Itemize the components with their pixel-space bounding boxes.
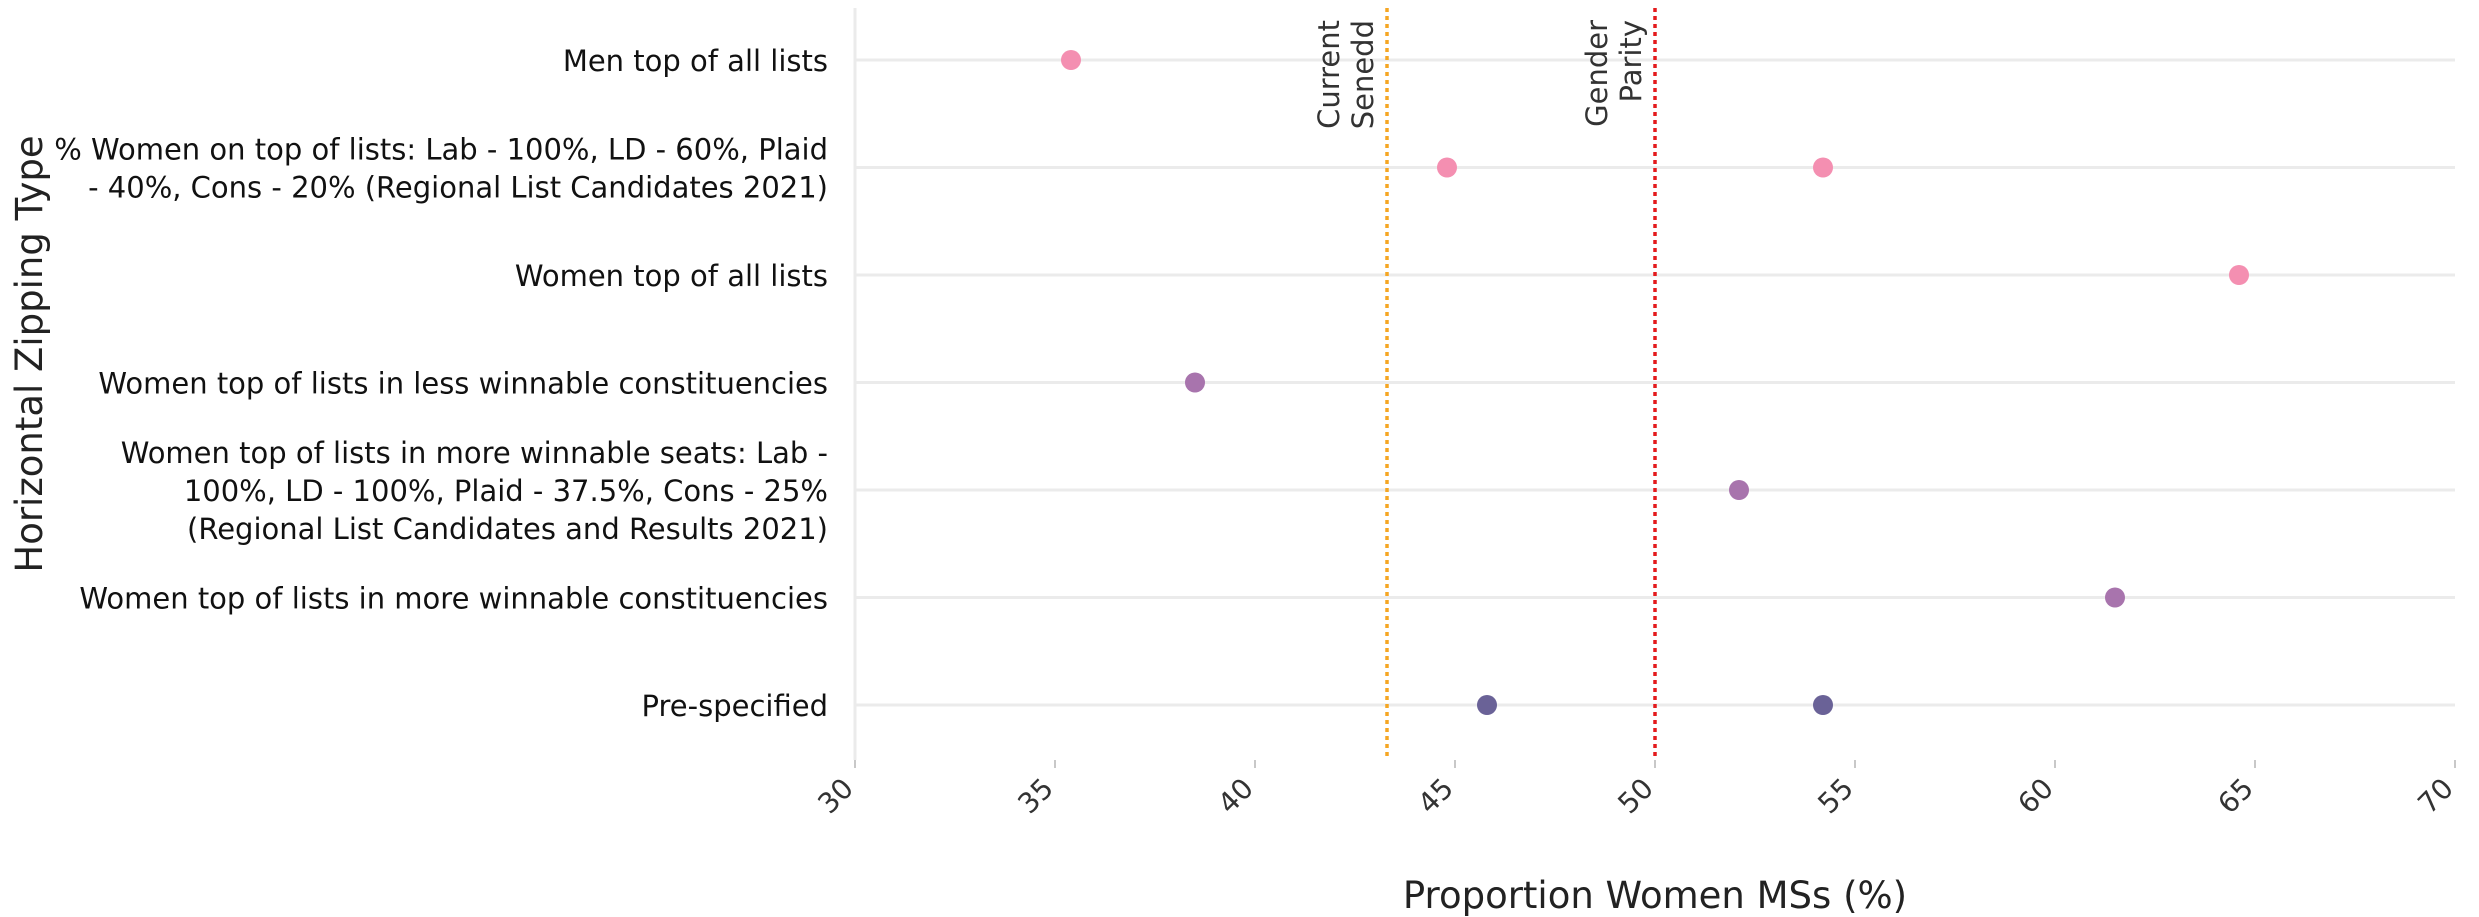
reference-lines: CurrentSenedd GenderParity <box>1312 8 1657 760</box>
category-label: Women top of all lists <box>515 259 828 293</box>
x-tick-label: 70 <box>2411 772 2460 821</box>
data-point <box>1477 695 1497 715</box>
category-label: Women top of lists in more winnable seat… <box>121 436 828 546</box>
x-tick-label: 45 <box>1411 772 1460 821</box>
category-label: Men top of all lists <box>563 44 828 78</box>
reference-line-label-line: Senedd <box>1346 20 1380 129</box>
x-tick-label: 35 <box>1011 772 1060 821</box>
x-tick-label: 55 <box>1811 772 1860 821</box>
y-axis-title: Horizontal Zipping Type <box>8 135 51 572</box>
data-point <box>1437 157 1457 178</box>
data-point <box>2105 587 2125 608</box>
category-label-line: Women top of lists in less winnable cons… <box>98 367 828 401</box>
reference-line-label: GenderParity <box>1580 20 1648 127</box>
category-label: Pre-specified <box>642 689 828 723</box>
category-labels: Men top of all lists % Women on top of li… <box>54 44 828 723</box>
x-tick-labels: 30 35 40 45 50 55 60 65 70 <box>811 760 2460 820</box>
x-axis-title: Proportion Women MSs (%) <box>1403 874 1907 917</box>
category-label-line: - 40%, Cons - 20% (Regional List Candida… <box>88 171 828 205</box>
reference-line-label: CurrentSenedd <box>1312 20 1380 129</box>
data-point <box>1813 695 1833 715</box>
category-label: % Women on top of lists: Lab - 100%, LD … <box>54 133 828 205</box>
data-point <box>1185 372 1205 393</box>
category-label: Women top of lists in less winnable cons… <box>98 367 828 401</box>
category-label-line: Pre-specified <box>642 689 828 723</box>
category-label-line: % Women on top of lists: Lab - 100%, LD … <box>54 133 828 167</box>
data-point <box>1813 157 1833 178</box>
category-label: Women top of lists in more winnable cons… <box>79 582 828 616</box>
category-label-line: 100%, LD - 100%, Plaid - 37.5%, Cons - 2… <box>184 474 828 508</box>
data-points <box>1061 50 2249 715</box>
data-point <box>2229 265 2249 285</box>
x-tick-label: 50 <box>1611 772 1660 821</box>
reference-line-label-line: Current <box>1312 20 1346 129</box>
data-point <box>1729 480 1749 500</box>
category-label-line: Women top of all lists <box>515 259 828 293</box>
category-label-line: Women top of lists in more winnable seat… <box>121 436 828 470</box>
x-tick-label: 60 <box>2011 772 2060 821</box>
reference-line-label-line: Parity <box>1614 20 1648 102</box>
data-point <box>1061 50 1081 70</box>
reference-line-label-line: Gender <box>1580 20 1614 127</box>
x-tick-label: 30 <box>811 772 860 821</box>
x-tick-label: 40 <box>1211 772 1260 821</box>
x-tick-label: 65 <box>2211 772 2260 821</box>
category-label-line: Women top of lists in more winnable cons… <box>79 582 828 616</box>
category-label-line: (Regional List Candidates and Results 20… <box>187 512 828 546</box>
category-label-line: Men top of all lists <box>563 44 828 78</box>
